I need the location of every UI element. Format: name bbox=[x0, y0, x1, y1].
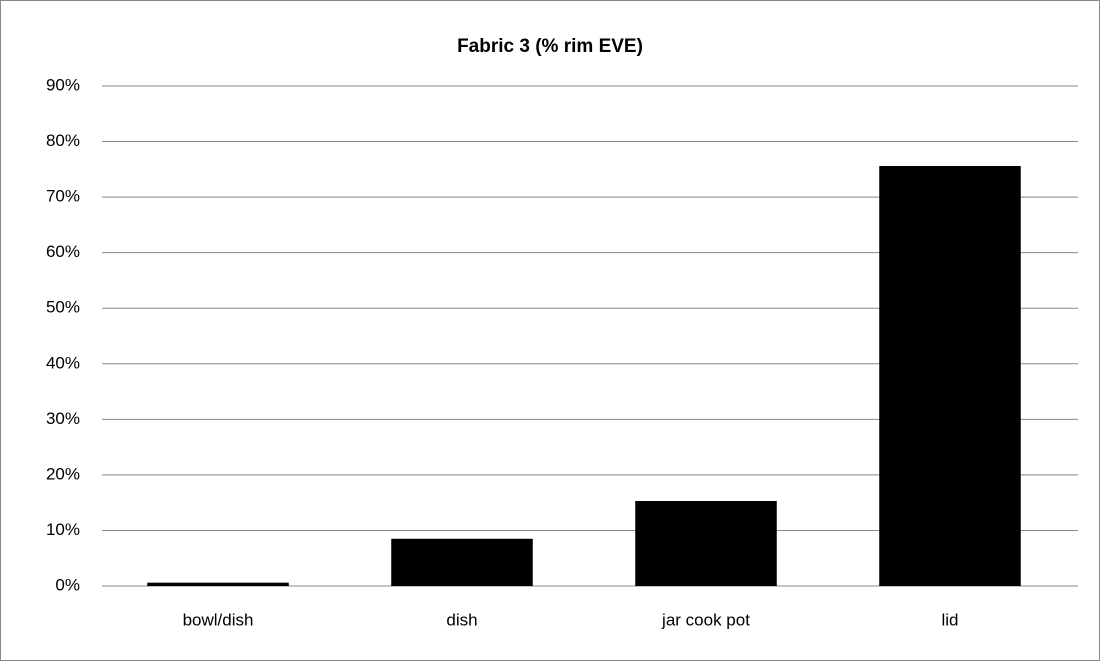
bar bbox=[635, 501, 777, 586]
x-tick-label: dish bbox=[446, 610, 477, 629]
y-tick-label: 0% bbox=[55, 575, 80, 594]
x-tick-label: jar cook pot bbox=[661, 610, 750, 629]
chart-title: Fabric 3 (% rim EVE) bbox=[457, 36, 643, 57]
y-tick-label: 20% bbox=[46, 464, 80, 483]
x-tick-label: lid bbox=[941, 610, 958, 629]
bar bbox=[147, 582, 289, 586]
bar bbox=[391, 538, 533, 586]
y-tick-label: 70% bbox=[46, 187, 80, 206]
y-tick-label: 30% bbox=[46, 409, 80, 428]
y-tick-label: 10% bbox=[46, 520, 80, 539]
x-tick-label: bowl/dish bbox=[183, 610, 254, 629]
y-tick-label: 60% bbox=[46, 242, 80, 261]
bar bbox=[879, 166, 1021, 586]
y-tick-label: 50% bbox=[46, 298, 80, 317]
y-tick-label: 40% bbox=[46, 353, 80, 372]
y-tick-label: 90% bbox=[46, 75, 80, 94]
y-tick-label: 80% bbox=[46, 131, 80, 150]
